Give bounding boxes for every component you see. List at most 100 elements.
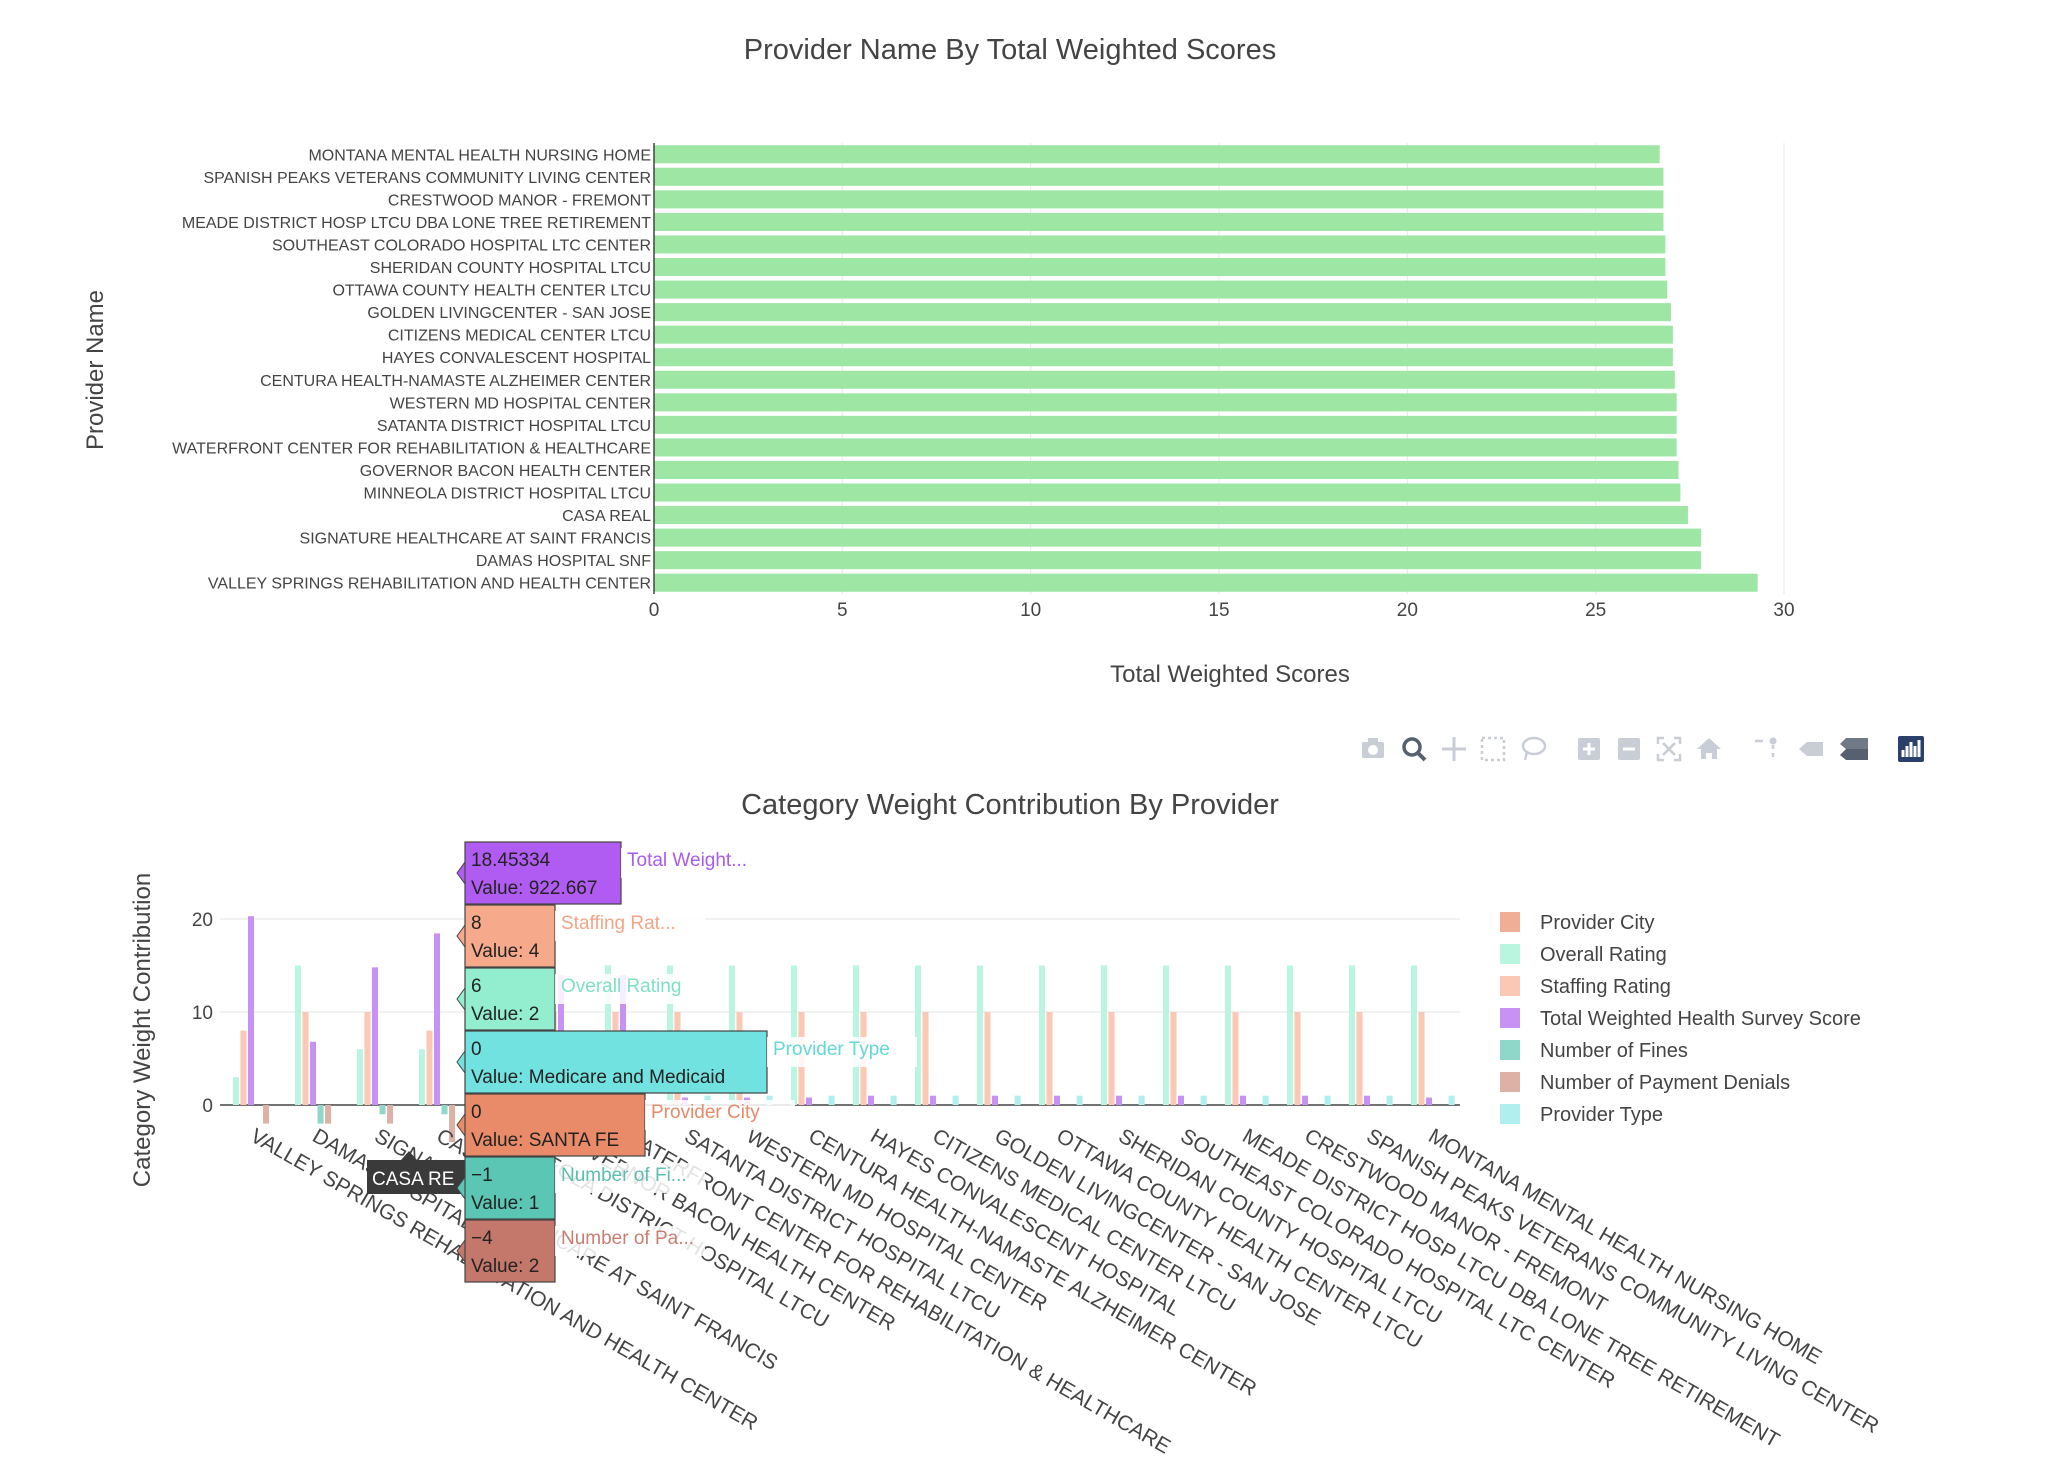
top-bar-centura-health-namaste-alzheimer-center[interactable] — [654, 370, 1675, 389]
bottom-bar-number-of-payment-denials-damas-hospital-snf[interactable] — [325, 1105, 332, 1124]
top-bar-damas-hospital-snf[interactable] — [654, 551, 1702, 570]
bottom-bar-provider-type-centura-health-namaste-alzheimer-center[interactable] — [828, 1095, 835, 1105]
top-bar-satanta-district-hospital-ltcu[interactable] — [654, 415, 1677, 434]
bottom-bar-provider-type-sheridan-county-hospital-ltcu[interactable] — [1138, 1095, 1145, 1105]
bottom-bar-provider-type-montana-mental-health-nursing-home[interactable] — [1448, 1095, 1455, 1105]
bottom-bar-total-weighted-health-survey-score-golden-livingcenter-san-jose[interactable] — [991, 1095, 999, 1105]
top-bar-citizens-medical-center-ltcu[interactable] — [654, 325, 1673, 344]
bottom-bar-overall-rating-damas-hospital-snf[interactable] — [294, 965, 301, 1106]
bottom-bar-staffing-rating-sheridan-county-hospital-ltcu[interactable] — [1108, 1012, 1115, 1105]
bottom-bar-total-weighted-health-survey-score-damas-hospital-snf[interactable] — [309, 1041, 317, 1105]
top-bar-meade-district-hosp-ltcu-dba-lone-tree-retirement[interactable] — [654, 212, 1664, 231]
bottom-bar-number-of-payment-denials-signature-healthcare-at-saint-francis[interactable] — [387, 1105, 394, 1124]
bottom-bar-provider-type-citizens-medical-center-ltcu[interactable] — [952, 1095, 959, 1105]
bottom-bar-staffing-rating-southeast-colorado-hospital-ltc-center[interactable] — [1170, 1012, 1177, 1105]
bottom-bar-staffing-rating-golden-livingcenter-san-jose[interactable] — [984, 1012, 991, 1105]
bottom-bar-provider-type-crestwood-manor-fremont[interactable] — [1324, 1095, 1331, 1105]
pan-icon[interactable] — [1442, 737, 1466, 761]
bottom-bar-total-weighted-health-survey-score-signature-healthcare-at-saint-francis[interactable] — [371, 967, 379, 1105]
top-bar-minneola-district-hospital-ltcu[interactable] — [654, 483, 1681, 502]
top-bar-western-md-hospital-center[interactable] — [654, 393, 1677, 412]
top-bar-southeast-colorado-hospital-ltc-center[interactable] — [654, 235, 1666, 254]
lasso-select-icon[interactable] — [1521, 736, 1547, 761]
autoscale-icon[interactable] — [1656, 736, 1682, 762]
top-bar-ottawa-county-health-center-ltcu[interactable] — [654, 280, 1668, 299]
spike-lines-icon[interactable] — [1755, 737, 1777, 758]
bottom-bar-total-weighted-health-survey-score-montana-mental-health-nursing-home[interactable] — [1425, 1097, 1433, 1105]
bottom-bar-number-of-fines-casa-real[interactable] — [441, 1105, 448, 1115]
bottom-bar-overall-rating-montana-mental-health-nursing-home[interactable] — [1410, 965, 1417, 1106]
bottom-bar-provider-type-southeast-colorado-hospital-ltc-center[interactable] — [1200, 1095, 1207, 1105]
bottom-bar-overall-rating-crestwood-manor-fremont[interactable] — [1286, 965, 1293, 1106]
bottom-bar-total-weighted-health-survey-score-spanish-peaks-veterans-community-living-center[interactable] — [1363, 1095, 1371, 1105]
bottom-bar-number-of-fines-signature-healthcare-at-saint-francis[interactable] — [379, 1105, 386, 1115]
bottom-bar-staffing-rating-signature-healthcare-at-saint-francis[interactable] — [364, 1012, 371, 1105]
top-bar-signature-healthcare-at-saint-francis[interactable] — [654, 528, 1702, 547]
bottom-bar-total-weighted-health-survey-score-crestwood-manor-fremont[interactable] — [1301, 1095, 1309, 1105]
zoom-out-icon[interactable] — [1618, 738, 1640, 760]
bottom-bar-overall-rating-meade-district-hosp-ltcu-dba-lone-tree-retirement[interactable] — [1224, 965, 1231, 1106]
legend-item-provider-type[interactable]: Provider Type — [1500, 1104, 1663, 1126]
bottom-bar-total-weighted-health-survey-score-hayes-convalescent-hospital[interactable] — [867, 1095, 875, 1105]
legend-item-number-of-payment-denials[interactable]: Number of Payment Denials — [1500, 1072, 1790, 1094]
top-bar-golden-livingcenter-san-jose[interactable] — [654, 303, 1671, 322]
bottom-bar-total-weighted-health-survey-score-citizens-medical-center-ltcu[interactable] — [929, 1095, 937, 1105]
hover-closest-icon[interactable] — [1799, 742, 1823, 756]
legend-item-number-of-fines[interactable]: Number of Fines — [1500, 1040, 1688, 1062]
bottom-bar-overall-rating-southeast-colorado-hospital-ltc-center[interactable] — [1162, 965, 1169, 1106]
top-bar-governor-bacon-health-center[interactable] — [654, 460, 1679, 479]
bottom-bar-staffing-rating-citizens-medical-center-ltcu[interactable] — [922, 1012, 929, 1105]
hover-compare-icon[interactable] — [1840, 738, 1868, 760]
bottom-bar-overall-rating-citizens-medical-center-ltcu[interactable] — [914, 965, 921, 1106]
bottom-bar-total-weighted-health-survey-score-ottawa-county-health-center-ltcu[interactable] — [1053, 1095, 1061, 1105]
zoom-icon[interactable] — [1402, 737, 1427, 762]
bottom-bar-number-of-payment-denials-valley-springs-rehabilitation-and-health-center[interactable] — [263, 1105, 270, 1124]
bottom-bar-provider-type-spanish-peaks-veterans-community-living-center[interactable] — [1386, 1095, 1393, 1105]
legend-item-provider-city[interactable]: Provider City — [1500, 912, 1654, 934]
bottom-bar-number-of-payment-denials-casa-real[interactable] — [449, 1105, 456, 1143]
bottom-bar-staffing-rating-meade-district-hosp-ltcu-dba-lone-tree-retirement[interactable] — [1232, 1012, 1239, 1105]
top-bar-hayes-convalescent-hospital[interactable] — [654, 348, 1673, 367]
bottom-bar-overall-rating-hayes-convalescent-hospital[interactable] — [852, 965, 859, 1106]
bottom-bar-staffing-rating-casa-real[interactable] — [426, 1030, 433, 1105]
bottom-bar-overall-rating-centura-health-namaste-alzheimer-center[interactable] — [790, 965, 797, 1106]
bottom-bar-provider-type-meade-district-hosp-ltcu-dba-lone-tree-retirement[interactable] — [1262, 1095, 1269, 1105]
legend-item-staffing-rating[interactable]: Staffing Rating — [1500, 976, 1671, 998]
top-bar-montana-mental-health-nursing-home[interactable] — [654, 145, 1660, 164]
top-bar-casa-real[interactable] — [654, 506, 1688, 525]
box-select-icon[interactable] — [1480, 736, 1506, 762]
bottom-bar-total-weighted-health-survey-score-southeast-colorado-hospital-ltc-center[interactable] — [1177, 1095, 1185, 1105]
bottom-bar-overall-rating-sheridan-county-hospital-ltcu[interactable] — [1100, 965, 1107, 1106]
legend-item-total-weighted-health-survey-score[interactable]: Total Weighted Health Survey Score — [1500, 1008, 1861, 1030]
bottom-bar-total-weighted-health-survey-score-centura-health-namaste-alzheimer-center[interactable] — [805, 1097, 813, 1105]
bottom-bar-total-weighted-health-survey-score-casa-real[interactable] — [433, 933, 441, 1105]
plotly-logo-icon[interactable] — [1898, 736, 1924, 762]
bottom-bar-overall-rating-valley-springs-rehabilitation-and-health-center[interactable] — [232, 1077, 239, 1105]
top-bar-valley-springs-rehabilitation-and-health-center[interactable] — [654, 573, 1758, 592]
top-bar-crestwood-manor-fremont[interactable] — [654, 190, 1664, 209]
bottom-bar-staffing-rating-ottawa-county-health-center-ltcu[interactable] — [1046, 1012, 1053, 1105]
top-bar-waterfront-center-for-rehabilitation-healthcare[interactable] — [654, 438, 1677, 457]
bottom-bar-overall-rating-golden-livingcenter-san-jose[interactable] — [976, 965, 983, 1106]
reset-axes-icon[interactable] — [1697, 738, 1721, 759]
top-bar-spanish-peaks-veterans-community-living-center[interactable] — [654, 167, 1664, 186]
zoom-in-icon[interactable] — [1578, 738, 1600, 760]
bottom-bar-provider-type-hayes-convalescent-hospital[interactable] — [890, 1095, 897, 1105]
bottom-bar-overall-rating-spanish-peaks-veterans-community-living-center[interactable] — [1348, 965, 1355, 1106]
bottom-bar-staffing-rating-crestwood-manor-fremont[interactable] — [1294, 1012, 1301, 1105]
bottom-bar-staffing-rating-spanish-peaks-veterans-community-living-center[interactable] — [1356, 1012, 1363, 1105]
bottom-bar-overall-rating-casa-real[interactable] — [418, 1049, 425, 1105]
camera-icon[interactable] — [1362, 738, 1384, 758]
bottom-bar-staffing-rating-damas-hospital-snf[interactable] — [302, 1012, 309, 1105]
bottom-bar-staffing-rating-montana-mental-health-nursing-home[interactable] — [1418, 1012, 1425, 1105]
legend-item-overall-rating[interactable]: Overall Rating — [1500, 944, 1667, 966]
bottom-bar-overall-rating-signature-healthcare-at-saint-francis[interactable] — [356, 1049, 363, 1105]
bottom-bar-number-of-fines-damas-hospital-snf[interactable] — [317, 1105, 324, 1124]
bottom-bar-total-weighted-health-survey-score-sheridan-county-hospital-ltcu[interactable] — [1115, 1095, 1123, 1105]
bottom-bar-total-weighted-health-survey-score-meade-district-hosp-ltcu-dba-lone-tree-retirement[interactable] — [1239, 1095, 1247, 1105]
bottom-bar-provider-type-golden-livingcenter-san-jose[interactable] — [1014, 1095, 1021, 1105]
bottom-bar-provider-type-ottawa-county-health-center-ltcu[interactable] — [1076, 1095, 1083, 1105]
bottom-bar-staffing-rating-valley-springs-rehabilitation-and-health-center[interactable] — [240, 1030, 247, 1105]
bottom-bar-overall-rating-ottawa-county-health-center-ltcu[interactable] — [1038, 965, 1045, 1106]
top-bar-sheridan-county-hospital-ltcu[interactable] — [654, 258, 1666, 277]
